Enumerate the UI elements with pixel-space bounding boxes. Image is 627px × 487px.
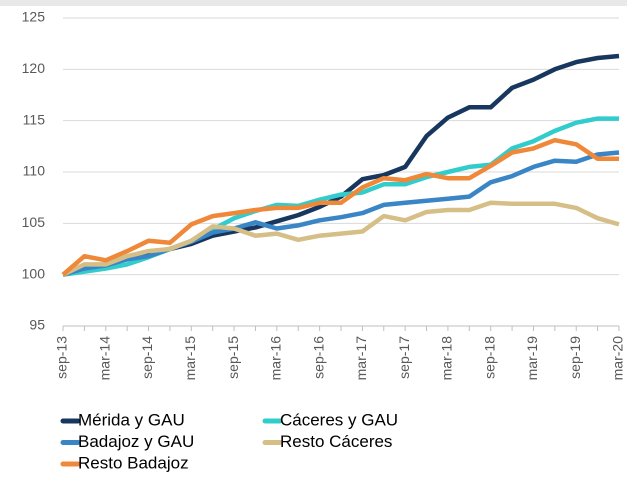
x-tick-label: sep-13 xyxy=(54,336,70,379)
y-tick-label: 125 xyxy=(22,9,46,25)
x-tick-label: sep-16 xyxy=(310,336,326,379)
x-tick-label: sep-17 xyxy=(396,336,412,379)
legend-label: Mérida y GAU xyxy=(78,410,185,429)
y-tick-label: 100 xyxy=(22,265,46,281)
x-tick-label: mar-15 xyxy=(182,336,198,381)
x-tick-label: sep-18 xyxy=(481,336,497,379)
y-tick-label: 120 xyxy=(22,60,46,76)
series-line xyxy=(61,137,619,277)
y-tick-label: 110 xyxy=(23,163,46,179)
x-tick-label: sep-19 xyxy=(567,336,583,379)
legend-label: Badajoz y GAU xyxy=(78,432,194,451)
top-band xyxy=(0,0,627,6)
x-tick-label: mar-20 xyxy=(610,336,626,381)
legend-label: Cáceres y GAU xyxy=(280,410,398,429)
y-tick-label: 105 xyxy=(22,214,46,230)
series-line xyxy=(62,150,620,277)
y-tick-label: 115 xyxy=(23,111,46,127)
series-line xyxy=(62,200,620,277)
legend-label: Resto Cáceres xyxy=(280,432,392,451)
legend-label: Resto Badajoz xyxy=(78,453,189,472)
x-tick-label: mar-17 xyxy=(353,336,369,381)
y-tick-label: 95 xyxy=(29,317,45,333)
x-tick-label: mar-19 xyxy=(524,336,540,381)
x-tick-label: mar-14 xyxy=(96,336,112,381)
x-tick-label: mar-18 xyxy=(439,336,455,381)
x-tick-label: sep-14 xyxy=(139,336,155,379)
x-tick-label: mar-16 xyxy=(268,336,284,381)
x-tick-label: sep-15 xyxy=(225,336,241,379)
